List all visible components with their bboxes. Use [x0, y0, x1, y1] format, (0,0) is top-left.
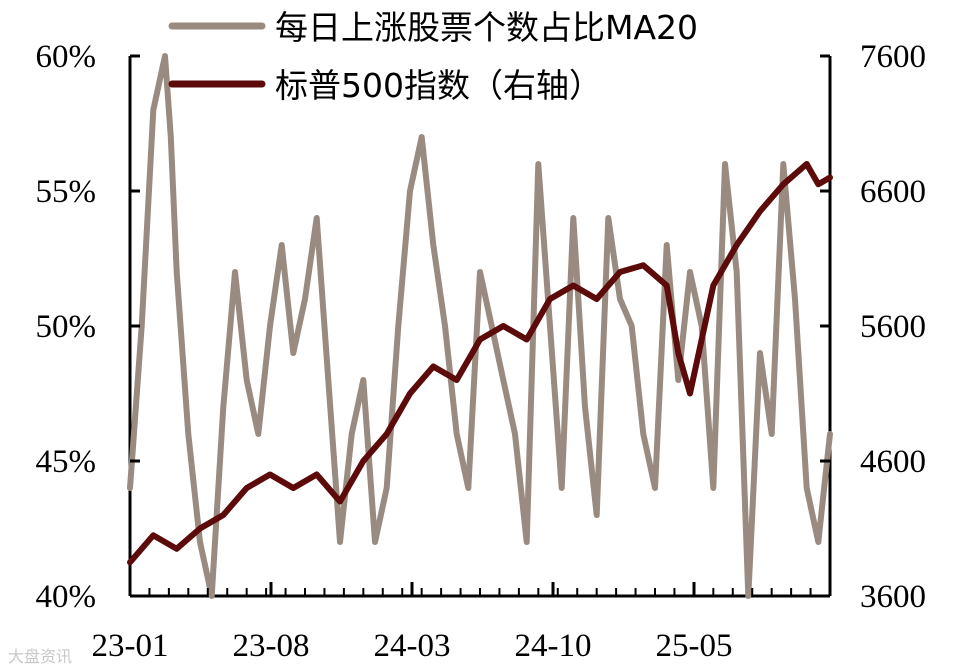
- left-tick-label: 60%: [36, 39, 97, 75]
- series-line-sp500: [127, 161, 833, 566]
- left-tick-label: 45%: [36, 444, 97, 480]
- x-tick-label: 23-01: [92, 628, 169, 664]
- series-line-breadth: [127, 53, 833, 599]
- left-tick-label: 55%: [36, 174, 97, 210]
- right-tick-label: 7600: [860, 39, 926, 75]
- right-tick-label: 3600: [860, 579, 926, 615]
- axis-layer: 40% 45% 50% 55% 60% 3600 4600 5600 6600 7600 23-01…: [36, 39, 927, 664]
- right-tick-label: 5600: [860, 309, 926, 345]
- left-tick-label: 40%: [36, 579, 97, 615]
- legend-label: 每日上涨股票个数占比MA20: [275, 8, 698, 47]
- right-tick-label: 4600: [860, 444, 926, 480]
- watermark-text: 大盘资讯: [8, 647, 72, 666]
- x-tick-label: 24-10: [515, 628, 592, 664]
- x-tick-label: 25-05: [656, 628, 733, 664]
- right-tick-label: 6600: [860, 174, 926, 210]
- series-layer: [127, 53, 833, 599]
- x-tick-label: 24-03: [374, 628, 451, 664]
- left-tick-label: 50%: [36, 309, 97, 345]
- legend: 每日上涨股票个数占比MA20 标普500指数（右轴）: [168, 8, 698, 105]
- x-tick-label: 23-08: [233, 628, 310, 664]
- legend-label: 标普500指数（右轴）: [275, 66, 602, 105]
